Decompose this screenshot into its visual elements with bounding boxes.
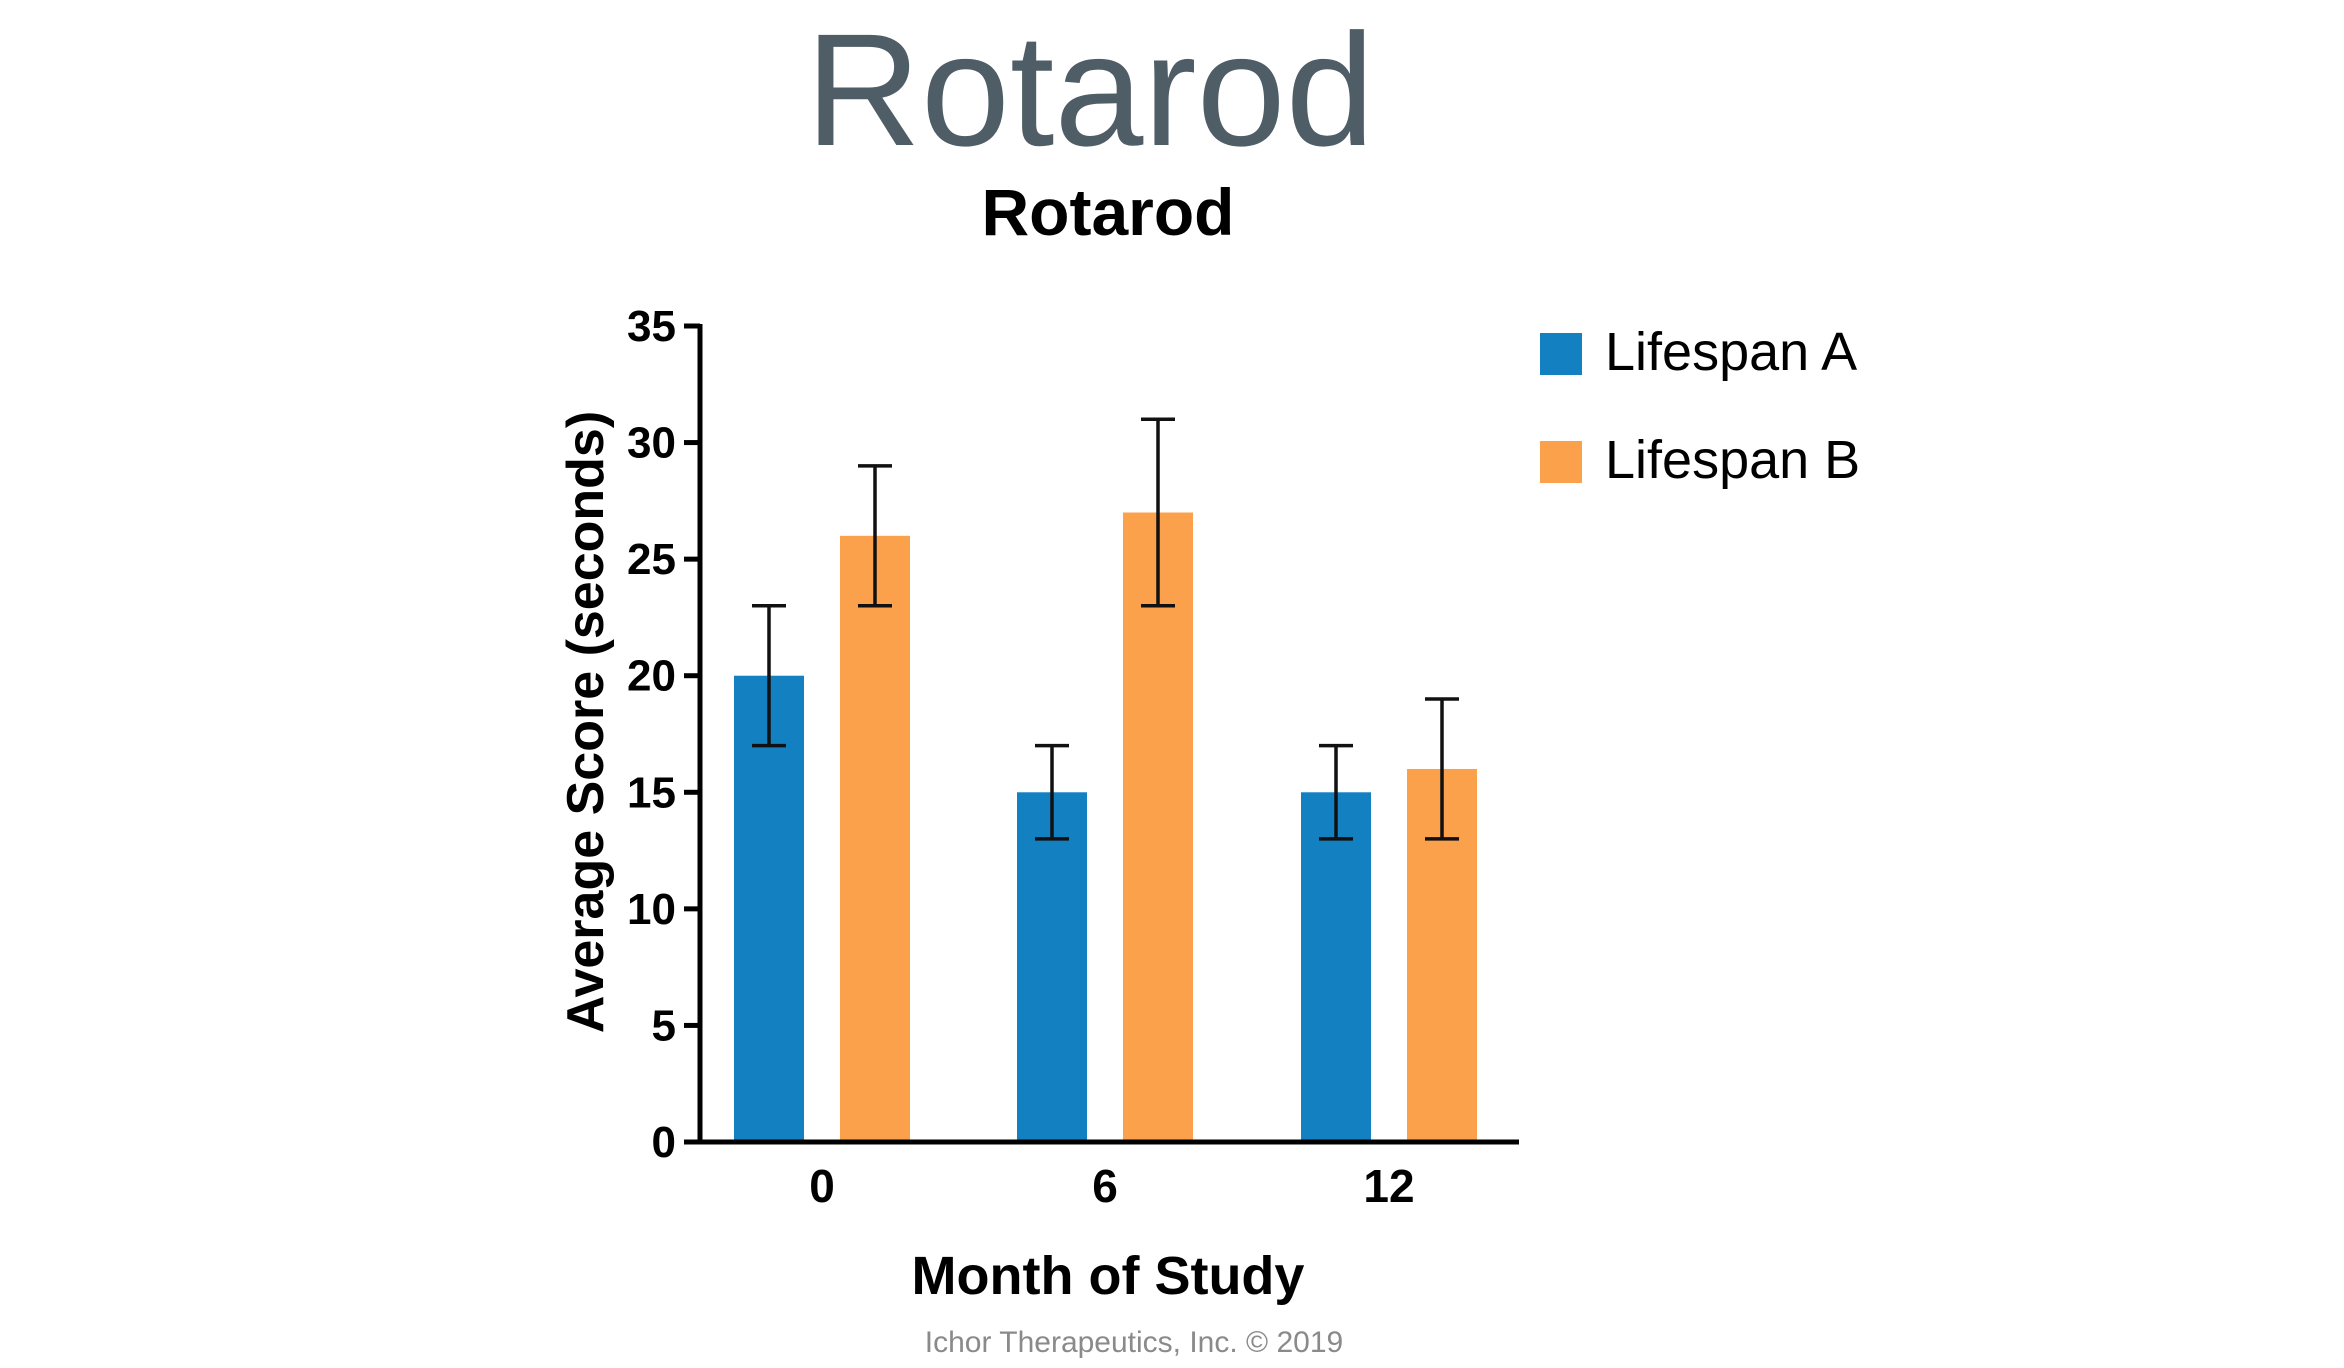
y-tick-label-25: 25 [627, 535, 676, 584]
bar-lifespan-b-month-6 [1123, 512, 1193, 1142]
bar-lifespan-b-month-0 [840, 535, 910, 1142]
y-tick-label-35: 35 [627, 302, 676, 351]
legend-label-lifespan-a: Lifespan A [1605, 322, 1857, 382]
x-tick-label-6: 6 [1092, 1160, 1118, 1212]
x-tick-label-0: 0 [809, 1160, 835, 1212]
legend: Lifespan A Lifespan B [1540, 322, 1860, 490]
legend-swatch-lifespan-a [1540, 333, 1582, 375]
y-tick-label-15: 15 [627, 768, 676, 817]
y-tick-label-10: 10 [627, 885, 676, 934]
footer-copyright: Ichor Therapeutics, Inc. © 2019 [924, 1326, 1344, 1359]
error-bar-lifespan-a-month-6 [1035, 743, 1069, 841]
y-tick-label-0: 0 [652, 1118, 676, 1167]
bar-lifespan-a-month-12 [1301, 792, 1371, 1142]
error-bar-lifespan-a-month-0 [752, 604, 786, 748]
error-bar-lifespan-b-month-6 [1141, 417, 1175, 608]
bar-lifespan-a-month-0 [734, 675, 804, 1142]
x-tick-label-12: 12 [1363, 1160, 1414, 1212]
error-bar-lifespan-b-month-12 [1425, 697, 1459, 841]
error-bar-lifespan-a-month-12 [1319, 743, 1353, 841]
slide-title: Rotarod [805, 0, 1375, 179]
plot-area: 0 5 10 15 20 25 30 35 0 6 12 [627, 302, 1519, 1212]
x-axis-title: Month of Study [912, 1246, 1305, 1306]
error-bar-lifespan-b-month-0 [858, 464, 892, 608]
legend-swatch-lifespan-b [1540, 441, 1582, 483]
legend-label-lifespan-b: Lifespan B [1605, 430, 1860, 490]
y-tick-label-30: 30 [627, 419, 676, 468]
y-tick-label-20: 20 [627, 652, 676, 701]
y-axis-title: Average Score (seconds) [557, 411, 615, 1033]
bar-lifespan-a-month-6 [1017, 792, 1087, 1142]
y-tick-label-5: 5 [652, 1001, 676, 1050]
chart-title: Rotarod [982, 175, 1235, 249]
